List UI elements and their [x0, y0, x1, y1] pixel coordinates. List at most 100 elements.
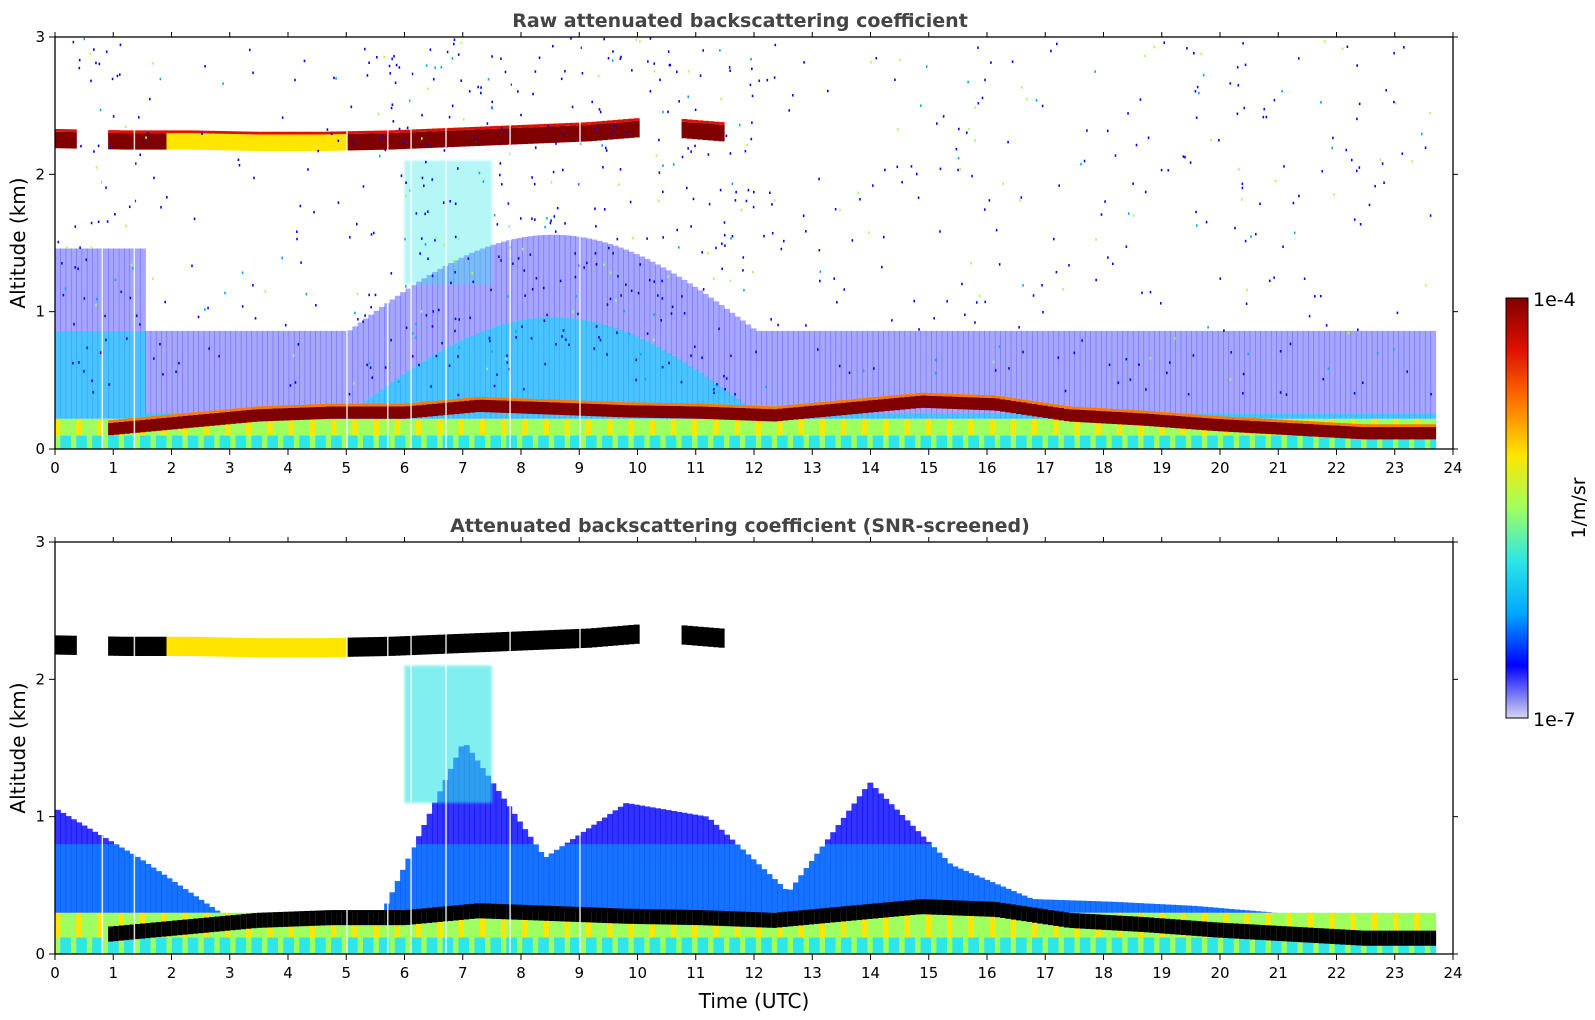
noise-speck	[731, 234, 734, 238]
signal-col	[469, 752, 476, 913]
noise-col	[129, 248, 136, 331]
bl-top-col	[347, 406, 353, 419]
noise-col	[1180, 330, 1187, 414]
noise-speck	[500, 259, 502, 262]
x-tick-label: 21	[1269, 964, 1288, 982]
surface-band-col	[1371, 435, 1378, 449]
low-band-col	[1058, 418, 1065, 436]
saturated-bl-col	[1382, 930, 1389, 946]
signal-inner-col	[1058, 900, 1065, 913]
low-band-col	[1031, 418, 1038, 436]
noise-speck	[491, 350, 493, 353]
bl-edge-col	[522, 398, 529, 402]
noise-speck	[218, 354, 220, 358]
noise-col	[761, 330, 768, 414]
signal-inner-col	[177, 885, 184, 913]
noise-speck	[619, 57, 622, 60]
surface-band-col	[1324, 435, 1330, 449]
surface-band-col	[846, 435, 853, 449]
cloud-col	[506, 128, 513, 145]
noise-speck	[78, 361, 80, 364]
noise-col	[750, 328, 757, 411]
bl-top-col	[516, 401, 523, 414]
bl-edge-col	[1403, 424, 1410, 428]
bl-edge-col	[235, 408, 242, 411]
surface-band-col	[670, 937, 677, 954]
scatter-col	[1345, 413, 1352, 419]
saturated-cloud-col	[118, 636, 125, 656]
noise-speck	[237, 158, 240, 162]
surface-band-col	[1031, 937, 1038, 954]
surface-band-col	[171, 435, 178, 449]
noise-col	[373, 310, 380, 394]
low-band-col	[686, 912, 693, 938]
low-band-col	[771, 418, 778, 436]
noise-speck	[1159, 302, 1162, 305]
noise-col	[1185, 330, 1192, 414]
noise-speck	[294, 78, 296, 82]
saturated-bl-col	[862, 904, 868, 920]
bl-top-col	[665, 405, 672, 419]
noise-speck	[752, 205, 755, 209]
noise-col	[1207, 330, 1214, 414]
cloud-col	[171, 133, 178, 150]
surface-band-col	[1308, 435, 1315, 449]
noise-speck	[1219, 277, 1222, 280]
x-tick-label: 18	[1094, 459, 1113, 477]
bl-top-col	[729, 407, 736, 420]
noise-speck	[751, 94, 754, 98]
noise-speck	[556, 206, 559, 210]
noise-speck	[425, 160, 427, 164]
noise-speck	[284, 323, 287, 327]
noise-speck	[105, 50, 108, 53]
noise-speck	[149, 97, 151, 101]
noise-speck	[105, 186, 107, 189]
bl-top-col	[702, 406, 709, 419]
surface-band-col	[941, 435, 948, 449]
low-band-col	[750, 418, 757, 436]
saturated-bl-col	[1244, 924, 1251, 940]
data-gap-line	[346, 37, 348, 449]
low-band-col	[617, 418, 624, 436]
surface-band-col	[633, 937, 640, 954]
noise-col	[1281, 330, 1288, 414]
low-band-col	[718, 418, 725, 436]
bl-top-col	[777, 408, 784, 422]
signal-inner-col	[846, 844, 853, 913]
signal-inner-col	[55, 844, 61, 913]
surface-band-col	[931, 937, 938, 954]
noise-speck	[637, 291, 640, 295]
bl-edge-col	[702, 403, 709, 407]
raw-backscatter-panel: Raw attenuated backscattering coefficien…	[6, 10, 1463, 477]
signal-inner-col	[676, 844, 683, 913]
bl-edge-col	[278, 405, 284, 409]
low-band-col	[516, 418, 523, 436]
noise-speck	[1279, 350, 1282, 353]
bl-top-col	[1090, 410, 1097, 423]
surface-band-col	[240, 435, 247, 449]
noise-speck	[383, 55, 385, 59]
low-band-col	[522, 418, 529, 436]
noise-speck	[594, 207, 596, 211]
data-gap-line	[133, 542, 136, 954]
signal-inner-col	[994, 884, 1001, 913]
low-band-col	[846, 418, 853, 436]
noise-speck	[392, 120, 395, 123]
surface-band-col	[532, 937, 539, 954]
surface-band-col	[1345, 937, 1352, 954]
noise-speck	[474, 137, 477, 140]
noise-speck	[1145, 388, 1147, 391]
cloud-edge-col	[161, 130, 168, 134]
noise-speck	[603, 208, 606, 211]
signal-inner-col	[108, 844, 115, 913]
surface-band-col	[1361, 937, 1368, 954]
surface-band-col	[1387, 435, 1394, 449]
noise-speck	[1429, 214, 1432, 217]
low-band-col	[378, 418, 385, 436]
surface-band-col	[729, 435, 736, 449]
noise-col	[607, 243, 614, 327]
noise-col	[1249, 330, 1256, 414]
noise-speck	[1064, 389, 1067, 393]
cloud-edge-col	[193, 130, 199, 134]
noise-speck	[303, 59, 306, 63]
